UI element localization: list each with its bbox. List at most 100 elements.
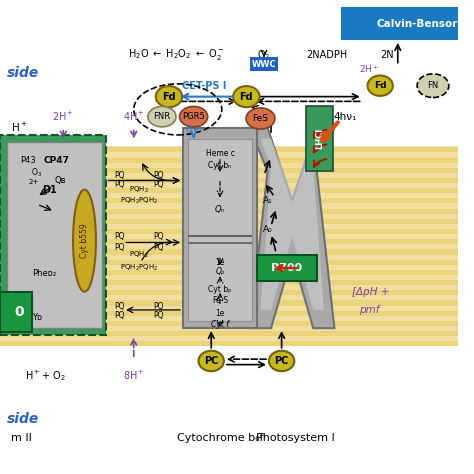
Text: LHCI: LHCI — [315, 128, 324, 149]
Bar — [0, 249, 457, 255]
Bar — [0, 310, 457, 316]
Text: CET-PS I: CET-PS I — [182, 81, 227, 91]
Ellipse shape — [367, 75, 393, 96]
Bar — [0, 146, 457, 346]
Text: A₀: A₀ — [263, 225, 273, 234]
Ellipse shape — [156, 86, 182, 107]
Ellipse shape — [246, 108, 275, 129]
Text: PQH$_2$: PQH$_2$ — [129, 250, 149, 260]
Text: 2+: 2+ — [28, 179, 38, 185]
Text: D1: D1 — [42, 184, 57, 195]
Text: [ΔpH +: [ΔpH + — [352, 287, 390, 297]
Bar — [0, 290, 457, 295]
Text: (1e): (1e) — [185, 125, 202, 134]
Text: Yᴅ: Yᴅ — [32, 313, 42, 322]
Text: O$_2$: O$_2$ — [257, 48, 271, 62]
Bar — [0, 147, 457, 153]
Bar — [0, 280, 457, 285]
Text: Fd: Fd — [162, 91, 176, 101]
Text: side: side — [7, 66, 39, 80]
Text: PQ: PQ — [153, 180, 164, 189]
Text: O$_3$: O$_3$ — [31, 167, 43, 180]
Bar — [188, 235, 252, 237]
Ellipse shape — [417, 74, 449, 98]
Text: Qₚ: Qₚ — [215, 267, 225, 276]
Text: H$^+$+ O$_2$: H$^+$+ O$_2$ — [25, 368, 65, 383]
Text: Cytochrome b₆f: Cytochrome b₆f — [177, 433, 263, 443]
Text: Cyt bₙ: Cyt bₙ — [209, 162, 232, 170]
Text: H$^+$: H$^+$ — [10, 121, 27, 134]
Bar — [0, 260, 457, 264]
Bar — [0, 321, 457, 326]
Text: Qʙ: Qʙ — [54, 176, 65, 185]
Text: PQH$_2$PQH$_2$: PQH$_2$PQH$_2$ — [120, 195, 158, 206]
Text: Heme c: Heme c — [206, 149, 235, 158]
Text: m II: m II — [10, 433, 31, 443]
Text: PQ: PQ — [114, 244, 125, 253]
Bar — [341, 7, 465, 40]
Bar — [0, 168, 457, 173]
Ellipse shape — [180, 107, 208, 127]
Text: PQ: PQ — [153, 311, 164, 320]
Bar — [0, 188, 457, 193]
Text: Pheᴅ₂: Pheᴅ₂ — [32, 269, 56, 278]
Text: PQ: PQ — [114, 180, 125, 189]
Text: 2NADPH: 2NADPH — [307, 50, 348, 60]
Bar — [0, 178, 457, 183]
Bar — [7, 142, 102, 328]
Text: 4H$^+$: 4H$^+$ — [123, 110, 145, 123]
Text: PQ: PQ — [114, 302, 125, 311]
Text: 2H$^+$: 2H$^+$ — [359, 64, 380, 75]
Ellipse shape — [148, 107, 176, 127]
Text: 8H$^+$: 8H$^+$ — [123, 369, 145, 382]
Text: FNR: FNR — [154, 112, 171, 121]
Text: side: side — [7, 412, 39, 426]
Text: PC: PC — [274, 356, 289, 366]
Text: FeS: FeS — [253, 114, 268, 123]
Text: P43: P43 — [20, 156, 36, 165]
Text: 2H$^+$: 2H$^+$ — [53, 110, 74, 123]
Bar — [257, 255, 317, 281]
Text: A₁: A₁ — [263, 196, 273, 205]
Text: 0: 0 — [15, 305, 24, 319]
Text: P700: P700 — [271, 263, 302, 273]
Bar — [0, 301, 457, 306]
Text: Cyt bₚ: Cyt bₚ — [208, 285, 232, 294]
Ellipse shape — [73, 190, 96, 292]
Bar — [0, 209, 457, 214]
Text: PQ: PQ — [114, 233, 125, 241]
Bar — [0, 157, 457, 163]
Bar — [188, 243, 252, 244]
Text: PQ: PQ — [153, 233, 164, 241]
Bar — [0, 229, 457, 234]
Text: PQ: PQ — [114, 171, 125, 180]
Bar — [183, 128, 257, 328]
Polygon shape — [261, 138, 324, 310]
Text: PQ: PQ — [153, 171, 164, 180]
Text: PQH$_2$: PQH$_2$ — [129, 184, 149, 195]
Ellipse shape — [199, 351, 224, 371]
Bar — [0, 239, 457, 244]
Bar — [188, 138, 252, 321]
Bar — [0, 219, 457, 224]
Bar — [0, 198, 457, 203]
Text: 1e: 1e — [215, 309, 225, 318]
Text: Cyt b559: Cyt b559 — [80, 223, 89, 258]
Text: PQ: PQ — [153, 244, 164, 253]
Bar — [0, 292, 32, 332]
Polygon shape — [250, 128, 335, 328]
Text: Qₙ: Qₙ — [215, 205, 225, 214]
Text: Fd: Fd — [239, 91, 253, 101]
Text: Fd: Fd — [374, 81, 386, 90]
Text: PQH$_2$PQH$_2$: PQH$_2$PQH$_2$ — [120, 263, 158, 273]
Text: 2N: 2N — [381, 50, 394, 60]
Bar — [250, 57, 278, 71]
Text: Calvin-Bensor: Calvin-Bensor — [377, 18, 458, 29]
Ellipse shape — [269, 351, 294, 371]
Ellipse shape — [233, 86, 260, 107]
Text: 1e: 1e — [215, 258, 225, 267]
Text: pmf: pmf — [359, 305, 379, 315]
Text: Cyt f: Cyt f — [211, 320, 229, 329]
Text: PQ: PQ — [153, 302, 164, 311]
Text: 4hν₁: 4hν₁ — [333, 112, 356, 122]
